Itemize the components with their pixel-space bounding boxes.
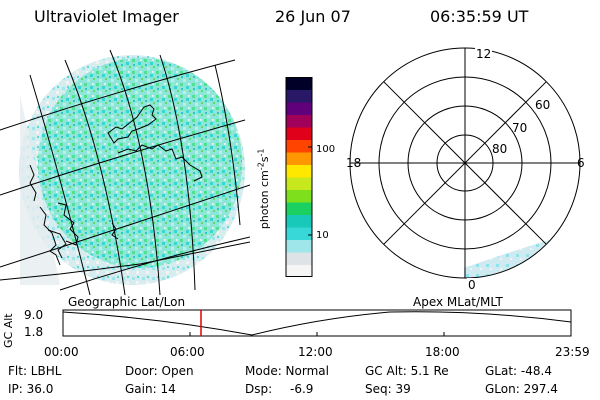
- coastline: [0, 104, 250, 281]
- timeline-ymax: 9.0: [24, 308, 44, 322]
- status-gain: Gain: 14: [125, 382, 176, 396]
- app-title: Ultraviolet Imager: [34, 7, 179, 26]
- colorbar-tick-100: 100: [316, 144, 336, 155]
- xtick-1800: 18:00: [425, 345, 460, 359]
- mlt-label-0: 0: [467, 278, 477, 292]
- xtick-1200: 12:00: [298, 345, 333, 359]
- lat-label-80: 80: [492, 142, 508, 156]
- xtick-2359: 23:59: [555, 345, 590, 359]
- time-label: 06:35:59 UT: [430, 7, 529, 26]
- lat-label-70: 70: [512, 121, 528, 135]
- colorbar-segment: [286, 127, 312, 140]
- altitude-timeline: [62, 309, 572, 337]
- altitude-curve: [62, 311, 572, 336]
- timeline-right-title: Apex MLat/MLT: [413, 295, 503, 309]
- lat-label-60: 60: [535, 98, 551, 112]
- timeline-ylabel: GC Alt: [2, 313, 15, 348]
- colorbar-label-exp2: -1: [256, 148, 266, 157]
- colorbar-segment: [286, 264, 312, 277]
- colorbar-label-s: s: [258, 156, 272, 163]
- status-dsp-value: -6.9: [290, 382, 314, 396]
- colorbar-segment: [286, 239, 312, 253]
- uv-disk: [38, 58, 242, 268]
- status-door: Door: Open: [125, 364, 194, 378]
- colorbar-label: photon cm-2s-1: [255, 148, 273, 229]
- colorbar-segment: [286, 177, 312, 190]
- status-flt: Flt: LBHL: [8, 364, 62, 378]
- colorbar-segment: [286, 189, 312, 203]
- colorbar-segment: [286, 202, 312, 215]
- mlt-label-12: 12: [475, 47, 493, 61]
- colorbar-tick-10: 10: [316, 230, 329, 241]
- status-dsp-label: Dsp:: [245, 382, 273, 396]
- colorbar-segment: [286, 89, 312, 103]
- colorbar-label-unit: photon cm: [258, 170, 272, 230]
- colorbar-label-exp1: -2: [256, 162, 266, 171]
- graticule: [0, 49, 250, 295]
- mlt-label-18: 18: [346, 156, 362, 170]
- uv-image-panel: [0, 49, 250, 295]
- status-gcalt: GC Alt: 5.1 Re: [365, 364, 449, 378]
- status-seq: Seq: 39: [365, 382, 411, 396]
- status-glon: GLon: 297.4: [485, 382, 558, 396]
- colorbar-segment: [286, 214, 312, 228]
- fade-region: [20, 95, 60, 285]
- colorbar: [285, 77, 313, 277]
- colorbar-segment: [286, 139, 312, 153]
- timeline-left-title: Geographic Lat/Lon: [68, 295, 186, 309]
- mlt-label-6: 6: [577, 156, 585, 170]
- status-glat: GLat: -48.4: [485, 364, 552, 378]
- xtick-0000: 00:00: [44, 345, 79, 359]
- timeline-ymin: 1.8: [24, 325, 44, 339]
- colorbar-frame: [285, 77, 313, 277]
- colorbar-segment: [286, 114, 312, 128]
- colorbar-segment: [286, 164, 312, 178]
- colorbar-segment: [286, 102, 312, 115]
- colorbar-segment: [286, 152, 312, 165]
- status-ip: IP: 36.0: [8, 382, 54, 396]
- timeline-ticks: [62, 332, 572, 336]
- date-label: 26 Jun 07: [275, 7, 351, 26]
- xtick-0600: 06:00: [170, 345, 205, 359]
- polar-diagonal-2: [383, 81, 547, 245]
- colorbar-segment: [286, 227, 312, 240]
- polar-plot: [349, 47, 581, 279]
- status-mode: Mode: Normal: [245, 364, 329, 378]
- colorbar-segment: [286, 77, 312, 90]
- colorbar-segment: [286, 252, 312, 265]
- polar-aurora-patch: [464, 237, 574, 278]
